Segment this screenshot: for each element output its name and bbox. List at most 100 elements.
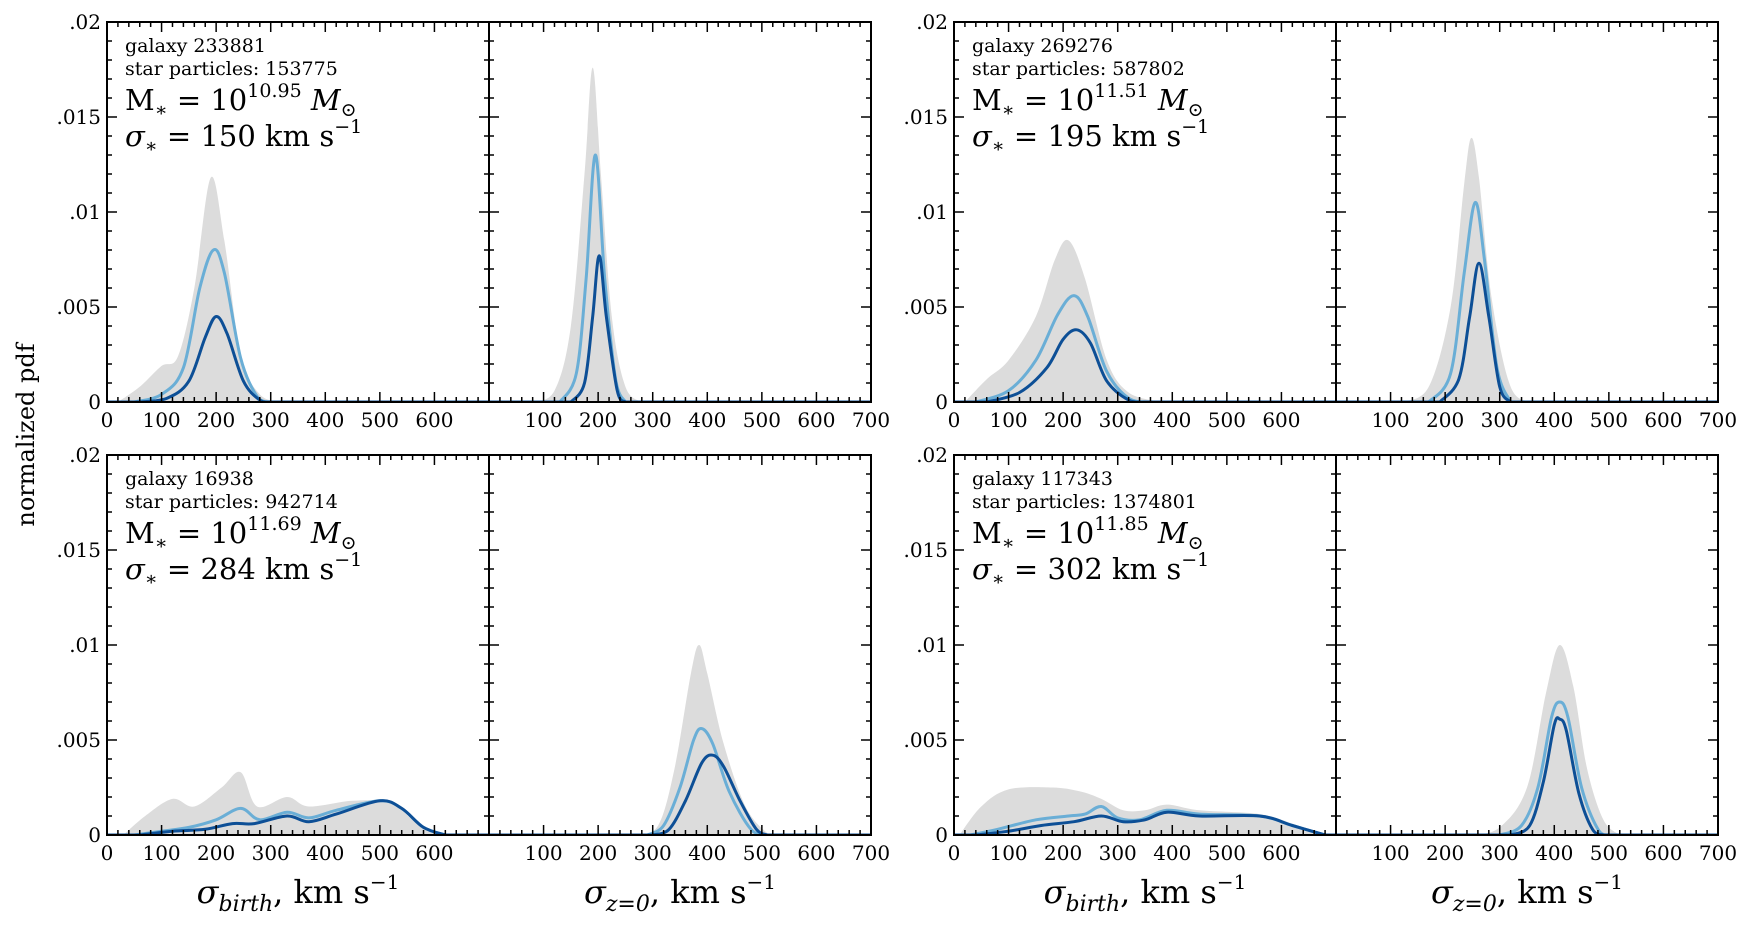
series-dark-line (954, 328, 1336, 402)
x-ticks: 0 100 200 300 400 500 600 (948, 455, 1337, 865)
x-tick-label: 200 (197, 841, 235, 865)
x-tick-label: 100 (524, 408, 562, 432)
star-particles-label: star particles: 587802 (972, 58, 1185, 80)
y-tick-label: 0 (88, 390, 101, 414)
y-tick-label: .02 (69, 10, 101, 34)
x-tick-label: 500 (743, 841, 781, 865)
y-tick-label: .005 (56, 295, 101, 319)
x-tick-label: 0 (948, 408, 961, 432)
y-tick-label: .015 (903, 105, 948, 129)
galaxy-id-label: galaxy 233881 (125, 35, 266, 57)
x-tick-label: 200 (1426, 408, 1464, 432)
x-ticks: 100 200 300 400 500 600 700 (1335, 22, 1737, 432)
y-tick-label: .015 (56, 105, 101, 129)
x-tick-label: 200 (1044, 841, 1082, 865)
galaxy-id-label: galaxy 117343 (972, 468, 1113, 490)
x-axis-label-birth: σbirth, km s−1 (197, 870, 400, 917)
star-particles-label: star particles: 1374801 (972, 491, 1197, 513)
x-tick-label: 600 (797, 841, 835, 865)
y-ticks: 0 .005 .01 .015 .02 (56, 443, 489, 847)
plot-area (1336, 644, 1718, 835)
x-tick-label: 600 (1262, 841, 1300, 865)
x-ticks: 100 200 300 400 500 600 700 (1335, 455, 1737, 865)
x-tick-label: 300 (252, 408, 290, 432)
y-tick-label: .01 (69, 200, 101, 224)
y-ticks (489, 21, 871, 403)
series-gray-area (959, 787, 1331, 835)
stellar-mass-label: M∗ = 1011.51 M⊙ (972, 80, 1204, 121)
x-tick-label: 600 (415, 841, 453, 865)
plot-area (954, 239, 1336, 402)
stellar-mass-label: M∗ = 1010.95 M⊙ (125, 80, 357, 121)
x-tick-label: 500 (1208, 841, 1246, 865)
x-tick-label: 0 (101, 408, 114, 432)
series-gray-area (964, 239, 1162, 402)
y-ticks (1336, 454, 1718, 836)
x-tick-label: 200 (1426, 841, 1464, 865)
series-dark-line (489, 254, 871, 402)
x-axis-label-z0: σz=0, km s−1 (584, 870, 776, 917)
x-tick-label: 500 (743, 408, 781, 432)
x-tick-label: 700 (852, 841, 890, 865)
x-tick-label: 500 (1208, 408, 1246, 432)
x-tick-label: 400 (688, 408, 726, 432)
y-tick-label: 0 (935, 823, 948, 847)
y-tick-label: .005 (56, 728, 101, 752)
x-tick-label: 300 (1099, 408, 1137, 432)
x-tick-label: 700 (1699, 841, 1737, 865)
y-tick-label: 0 (935, 390, 948, 414)
series-gray-area (1401, 137, 1533, 402)
x-tick-label: 600 (415, 408, 453, 432)
x-tick-label: 400 (1153, 408, 1191, 432)
star-particles-label: star particles: 153775 (125, 58, 338, 80)
series-dark-line (1336, 716, 1718, 835)
y-ticks: 0 .005 .01 .015 .02 (903, 443, 1336, 847)
series-light-line (489, 727, 871, 835)
stellar-mass-label: M∗ = 1011.85 M⊙ (972, 513, 1204, 554)
series-gray-area (123, 771, 446, 835)
galaxy-id-label: galaxy 16938 (125, 468, 254, 490)
series-dark-line (954, 810, 1336, 835)
x-tick-label: 500 (361, 841, 399, 865)
series-dark-line (107, 315, 489, 402)
x-tick-label: 100 (1371, 408, 1409, 432)
y-tick-label: .015 (903, 538, 948, 562)
x-tick-label: 300 (252, 841, 290, 865)
x-tick-label: 0 (101, 841, 114, 865)
plot-area (489, 67, 871, 402)
x-ticks: 100 200 300 400 500 600 700 (488, 22, 890, 432)
x-tick-label: 600 (1644, 408, 1682, 432)
panel-birth-3: 0 100 200 300 400 500 600 0 .005 .01 .015 .02 σbirth… (903, 443, 1337, 917)
x-tick-label: 100 (1371, 841, 1409, 865)
y-tick-label: .015 (56, 538, 101, 562)
x-tick-label: 300 (1481, 408, 1519, 432)
panel-birth-1: 0 100 200 300 400 500 600 0 .005 .01 .015 .02 (903, 10, 1337, 432)
x-ticks: 0 100 200 300 400 500 600 (948, 22, 1337, 432)
series-dark-line (107, 799, 489, 835)
y-ticks (489, 454, 871, 836)
x-tick-label: 700 (852, 408, 890, 432)
plot-area (1336, 137, 1718, 402)
x-tick-label: 100 (142, 841, 180, 865)
y-ticks: 0 .005 .01 .015 .02 (903, 10, 1336, 414)
series-dark-line (489, 753, 871, 835)
x-tick-label: 700 (1699, 408, 1737, 432)
panel-z0-3: 100 200 300 400 500 600 700 σz=0, km s−1 (1335, 454, 1737, 917)
x-tick-label: 100 (142, 408, 180, 432)
x-tick-label: 500 (361, 408, 399, 432)
x-tick-label: 600 (1262, 408, 1300, 432)
sigma-label: σ∗ = 195 km s−1 (972, 116, 1209, 157)
panel-z0-1: 100 200 300 400 500 600 700 (1335, 21, 1737, 432)
y-ticks (1336, 21, 1718, 403)
x-axis-label-birth: σbirth, km s−1 (1044, 870, 1247, 917)
x-tick-label: 300 (634, 408, 672, 432)
series-gray-area (532, 67, 642, 402)
x-tick-label: 100 (524, 841, 562, 865)
x-tick-label: 100 (989, 408, 1027, 432)
plot-area (954, 787, 1336, 835)
x-tick-label: 200 (197, 408, 235, 432)
